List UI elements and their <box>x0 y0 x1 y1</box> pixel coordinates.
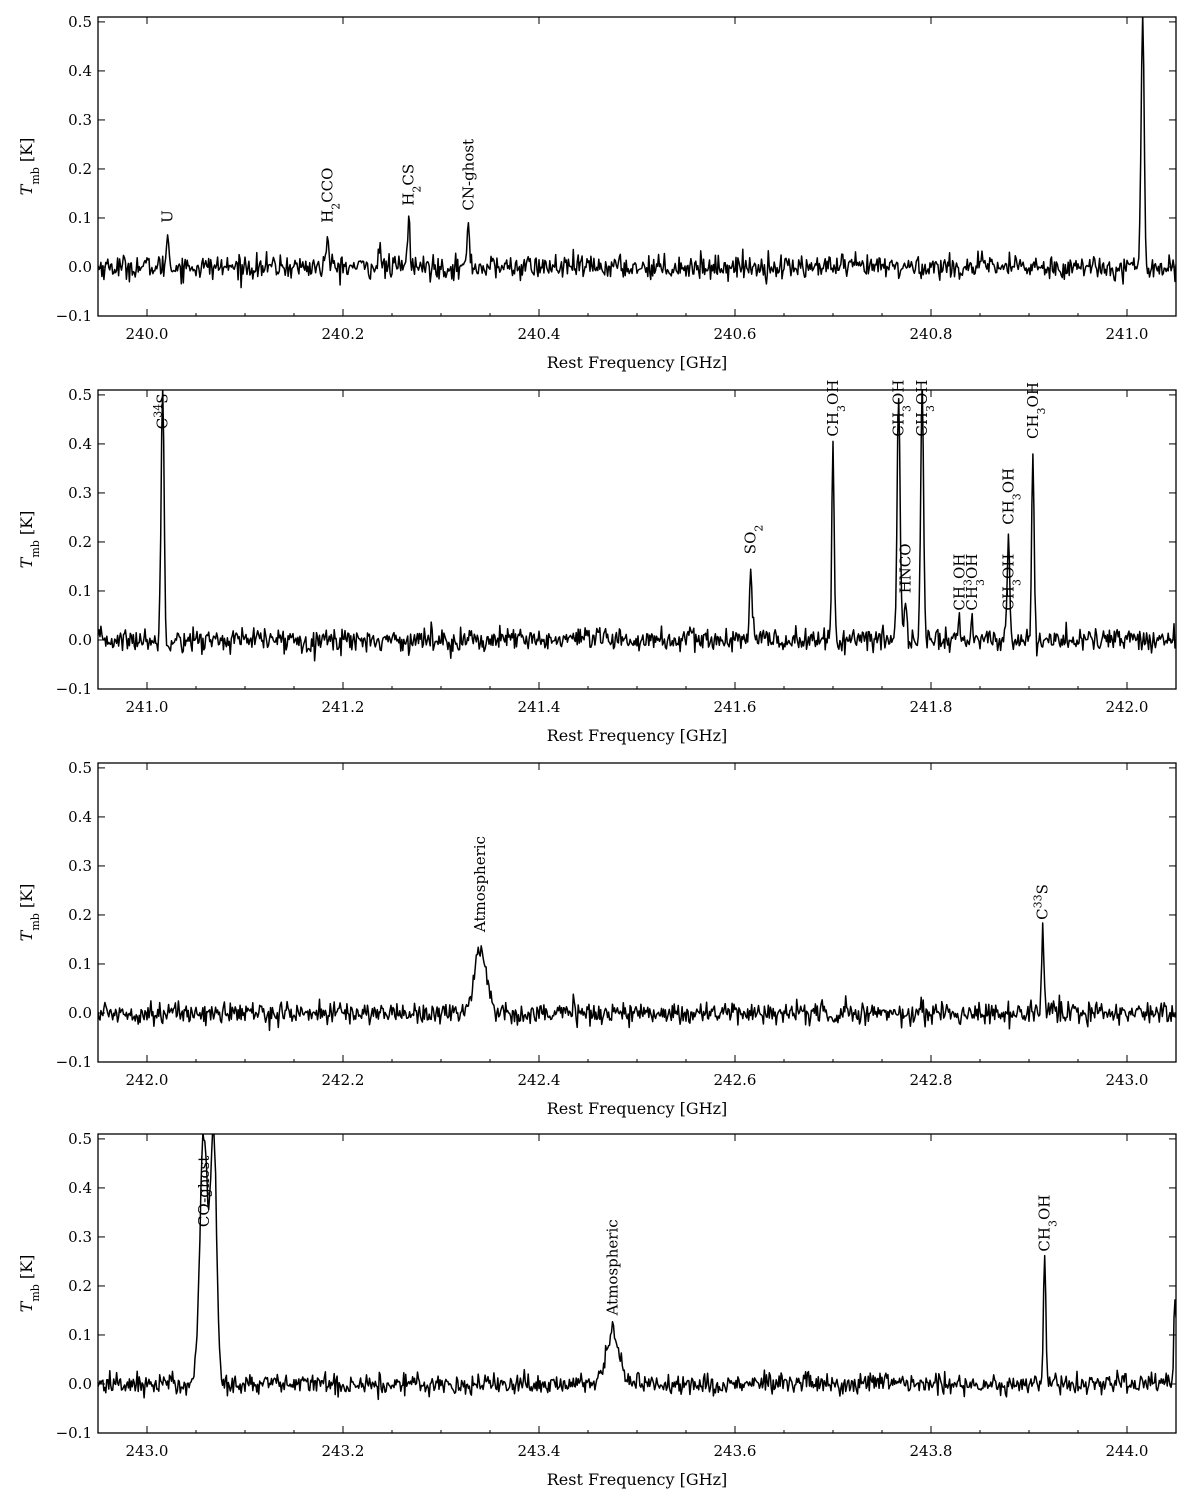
line-annotation: CH3OH <box>950 554 974 611</box>
x-tick-label: 242.8 <box>910 1071 953 1089</box>
line-annotation: C33S <box>1031 884 1052 920</box>
y-tick-label: 0.0 <box>68 631 92 649</box>
x-tick-label: 241.6 <box>714 698 757 716</box>
line-annotation: CO-ghost <box>195 1156 213 1227</box>
x-tick-label: 240.0 <box>126 325 169 343</box>
line-annotation: CH3OH <box>1024 382 1048 439</box>
line-annotation: CH3OH <box>999 468 1023 525</box>
line-annotation: H2CS <box>400 164 424 206</box>
x-tick-label: 240.2 <box>322 325 365 343</box>
line-annotation: CH3OH <box>1036 1195 1060 1252</box>
y-axis-label: Tmb [K] <box>17 511 42 569</box>
spectrum-panel-4: 243.0 243.2 243.4 243.6 243.8 244.0 −0.1 0.0 0.1… <box>17 1130 1177 1489</box>
x-tick-label: 242.6 <box>714 1071 757 1089</box>
line-annotation: CH3OH <box>824 380 848 437</box>
x-tick-label: 243.4 <box>518 1442 561 1460</box>
x-axis-label: Rest Frequency [GHz] <box>547 1099 728 1118</box>
y-tick-label: 0.4 <box>68 808 92 826</box>
y-tick-label: −0.1 <box>56 680 92 698</box>
spectrum-panel-1: 240.0 240.2 240.4 240.6 240.8 241.0 −0.1 0.0 0.1… <box>17 13 1177 372</box>
x-tick-label: 244.0 <box>1106 1442 1149 1460</box>
x-tick-label: 240.8 <box>910 325 953 343</box>
x-tick-label: 243.8 <box>910 1442 953 1460</box>
x-tick-label: 243.2 <box>322 1442 365 1460</box>
y-tick-label: −0.1 <box>56 307 92 325</box>
y-tick-label: 0.4 <box>68 62 92 80</box>
y-tick-label: 0.2 <box>68 533 92 551</box>
y-tick-label: 0.2 <box>68 1277 92 1295</box>
y-tick-label: 0.3 <box>68 111 92 129</box>
x-axis-label: Rest Frequency [GHz] <box>547 1470 728 1489</box>
spectrum-line <box>98 922 1176 1032</box>
x-axis-label: Rest Frequency [GHz] <box>547 726 728 745</box>
y-tick-label: 0.4 <box>68 1179 92 1197</box>
x-tick-label: 240.4 <box>518 325 561 343</box>
x-tick-label: 241.4 <box>518 698 561 716</box>
y-tick-label: 0.3 <box>68 857 92 875</box>
y-tick-label: 0.3 <box>68 484 92 502</box>
y-tick-label: 0.2 <box>68 906 92 924</box>
spectrum-line <box>98 390 1176 662</box>
y-axis-label: Tmb [K] <box>17 1255 42 1313</box>
y-tick-label: 0.5 <box>68 386 92 404</box>
spectrum-line <box>98 17 1176 289</box>
x-tick-label: 241.0 <box>126 698 169 716</box>
y-tick-label: 0.0 <box>68 1375 92 1393</box>
x-tick-label: 243.0 <box>126 1442 169 1460</box>
line-annotation: SO2 <box>742 525 766 555</box>
x-tick-label: 241.0 <box>1106 325 1149 343</box>
x-tick-label: 241.8 <box>910 698 953 716</box>
y-tick-label: 0.0 <box>68 1004 92 1022</box>
spectrum-panel-3: 242.0 242.2 242.4 242.6 242.8 243.0 −0.1 0.0 0.1… <box>17 759 1177 1118</box>
y-tick-label: 0.5 <box>68 1130 92 1148</box>
y-axis-label: Tmb [K] <box>17 884 42 942</box>
line-annotation: U <box>159 210 177 223</box>
y-tick-label: 0.5 <box>68 759 92 777</box>
y-axis-label: Tmb [K] <box>17 138 42 196</box>
line-annotation: HNCO <box>897 543 915 593</box>
line-annotation: Atmospheric <box>604 1219 622 1316</box>
y-tick-label: −0.1 <box>56 1053 92 1071</box>
y-tick-label: 0.1 <box>68 582 92 600</box>
y-tick-label: 0.0 <box>68 258 92 276</box>
line-annotation: C34S <box>151 393 172 429</box>
plot-frame <box>97 762 1177 1063</box>
x-tick-label: 242.0 <box>1106 698 1149 716</box>
spectrum-panel-2: 241.0 241.2 241.4 241.6 241.8 242.0 −0.1 0.0 0.1… <box>17 380 1177 745</box>
line-annotation: H2CCO <box>318 168 342 223</box>
line-annotation: CH3OH <box>913 380 937 437</box>
x-tick-label: 243.0 <box>1106 1071 1149 1089</box>
x-tick-label: 242.2 <box>322 1071 365 1089</box>
y-tick-label: 0.2 <box>68 160 92 178</box>
x-tick-label: 242.4 <box>518 1071 561 1089</box>
line-annotation: CH3OH <box>963 554 987 611</box>
spectrum-line <box>98 1134 1176 1401</box>
line-annotation: CH3OH <box>890 380 914 437</box>
line-annotation: Atmospheric <box>471 836 489 933</box>
y-tick-label: 0.4 <box>68 435 92 453</box>
y-tick-label: 0.3 <box>68 1228 92 1246</box>
y-tick-label: −0.1 <box>56 1424 92 1442</box>
x-tick-label: 242.0 <box>126 1071 169 1089</box>
y-tick-label: 0.1 <box>68 1326 92 1344</box>
x-tick-label: 240.6 <box>714 325 757 343</box>
x-tick-label: 243.6 <box>714 1442 757 1460</box>
line-annotation: CH3OH <box>999 554 1023 611</box>
x-tick-label: 241.2 <box>322 698 365 716</box>
line-annotation: CN-ghost <box>459 139 477 211</box>
x-axis-label: Rest Frequency [GHz] <box>547 353 728 372</box>
y-tick-label: 0.1 <box>68 955 92 973</box>
y-tick-label: 0.1 <box>68 209 92 227</box>
y-tick-label: 0.5 <box>68 13 92 31</box>
